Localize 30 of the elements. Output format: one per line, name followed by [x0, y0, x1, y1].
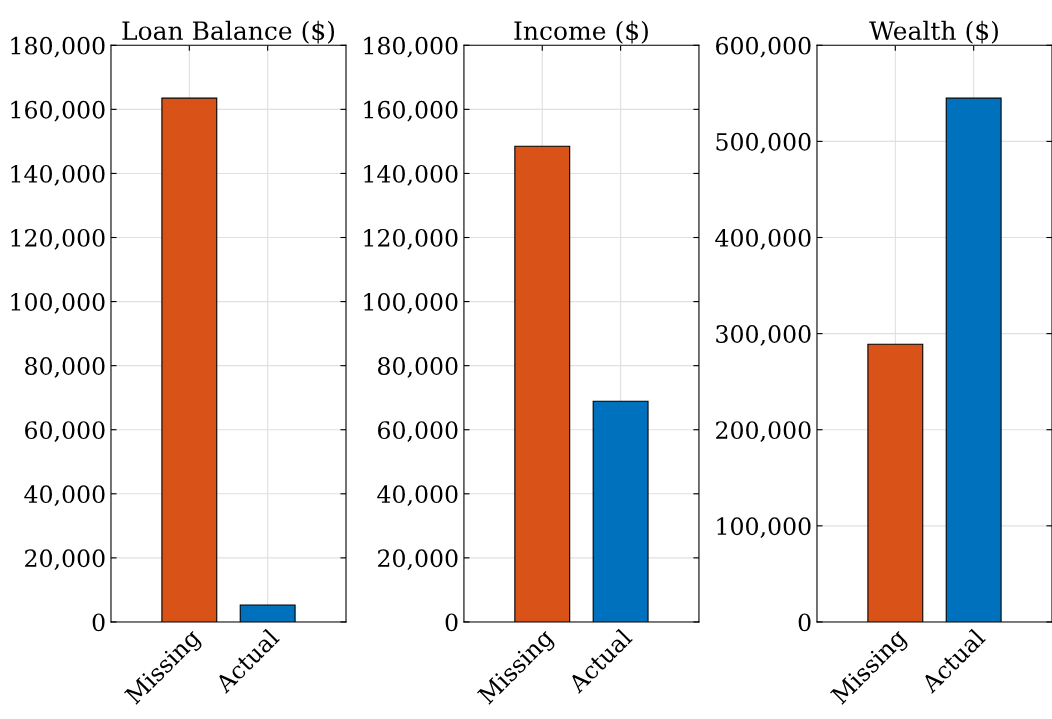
y-tick-label: 400,000 — [715, 228, 811, 250]
y-tick-label: 120,000 — [364, 228, 458, 250]
y-tick-label: 160,000 — [364, 100, 458, 122]
chart-title: Wealth ($) — [869, 20, 998, 44]
y-tick-label: 60,000 — [378, 421, 458, 442]
y-tick-label: 0 — [92, 613, 105, 632]
y-tick-label: 40,000 — [377, 485, 458, 506]
y-tick-label: 140,000 — [11, 164, 105, 186]
y-tick-label: 180,000 — [364, 36, 458, 58]
y-tick-label: 0 — [798, 613, 811, 632]
y-tick-label: 300,000 — [716, 325, 811, 346]
y-tick-label: 500,000 — [716, 132, 811, 154]
y-tick-label: 100,000 — [364, 293, 458, 314]
y-tick-label: 40,000 — [24, 485, 105, 506]
y-tick-label: 80,000 — [25, 357, 105, 378]
y-tick-label: 80,000 — [378, 357, 458, 378]
chart-title: Loan Balance ($) — [122, 20, 335, 44]
y-tick-label: 120,000 — [11, 228, 105, 250]
y-tick-label: 180,000 — [11, 36, 105, 58]
y-tick-label: 0 — [445, 613, 458, 632]
y-tick-label: 100,000 — [717, 517, 811, 539]
chart-title: Income ($) — [514, 20, 648, 44]
y-tick-label: 200,000 — [716, 421, 811, 442]
y-tick-label: 160,000 — [11, 100, 105, 122]
y-tick-label: 20,000 — [25, 549, 105, 571]
y-tick-label: 100,000 — [11, 293, 105, 314]
y-tick-label: 140,000 — [364, 164, 458, 186]
y-tick-label: 60,000 — [25, 421, 105, 442]
y-tick-label: 20,000 — [378, 549, 458, 571]
y-tick-label: 600,000 — [716, 36, 811, 58]
